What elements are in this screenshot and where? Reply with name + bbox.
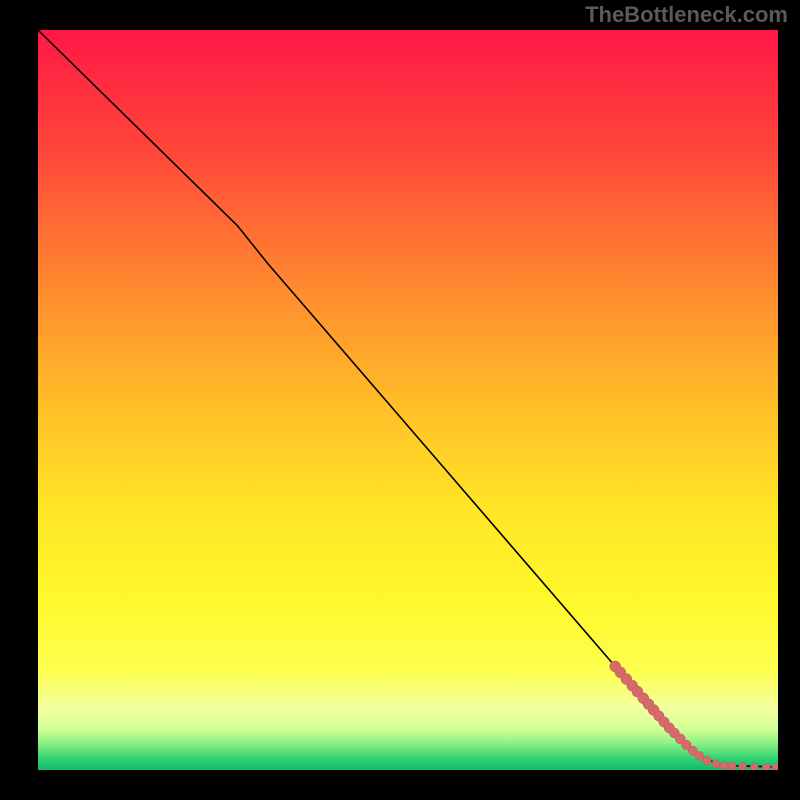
data-marker: [762, 763, 770, 770]
watermark-text: TheBottleneck.com: [585, 2, 788, 28]
plot-area: [38, 30, 778, 770]
data-marker: [712, 760, 720, 768]
chart-container: TheBottleneck.com: [0, 0, 800, 800]
data-marker: [750, 763, 758, 770]
data-marker: [728, 762, 736, 770]
data-marker: [720, 761, 728, 769]
data-marker: [738, 762, 746, 770]
gradient-background: [38, 30, 778, 770]
data-marker: [695, 752, 704, 761]
data-marker: [703, 756, 711, 764]
chart-svg: [38, 30, 778, 770]
